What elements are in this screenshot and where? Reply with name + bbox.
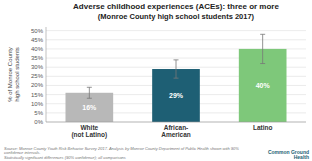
y-axis-label: % of Monroe Countyhigh school students — [7, 47, 20, 102]
y-tick-label: 15% — [31, 92, 44, 98]
title: Adverse childhood experiences (ACEs): th… — [73, 2, 279, 11]
x-axis-line — [46, 122, 306, 123]
logo-text-line: Health — [294, 154, 309, 160]
x-tick-label: Latino — [253, 124, 273, 131]
error-bar-stem — [262, 34, 263, 63]
y-tick-label: 0% — [34, 119, 43, 125]
y-axis-line — [46, 27, 47, 122]
error-bar — [87, 87, 92, 98]
y-tick-label: 5% — [34, 110, 43, 116]
error-bar-cap — [174, 78, 179, 79]
subtitle: (Monroe County high school students 2017… — [98, 12, 255, 21]
y-tick-label: 35% — [31, 55, 44, 61]
x-tick-label-line: American — [161, 131, 191, 138]
y-axis-label-line: % of Monroe County — [7, 47, 13, 102]
x-tick-label-line: White — [80, 124, 98, 131]
error-bar-stem — [89, 87, 90, 98]
grid-line — [46, 30, 306, 31]
x-tick-label-line: Latino — [253, 124, 273, 131]
x-tick-label-line: (not Latino) — [71, 131, 107, 139]
error-bar-cap — [174, 59, 179, 60]
chart-container: Adverse childhood experiences (ACEs): th… — [0, 0, 312, 161]
error-bar-cap — [87, 98, 92, 99]
y-tick-label: 50% — [31, 28, 44, 34]
marks — [66, 34, 287, 122]
error-bar — [260, 34, 265, 63]
y-tick-label: 25% — [31, 73, 44, 79]
data-label: 16% — [82, 104, 97, 111]
y-tick-label: 20% — [31, 82, 44, 88]
source-note-line: Statistically significant differences (9… — [4, 155, 126, 160]
error-bar — [174, 60, 179, 78]
data-label: 40% — [256, 82, 271, 89]
grid-line — [46, 39, 306, 40]
error-bar-cap — [260, 34, 265, 35]
x-tick-label: African-American — [161, 124, 191, 138]
x-tick-label: White(not Latino) — [71, 124, 107, 139]
error-bar-stem — [176, 60, 177, 78]
y-tick-label: 30% — [31, 64, 44, 70]
grid — [46, 31, 306, 122]
logo-text: Common GroundHealth — [268, 149, 309, 161]
chart: Adverse childhood experiences (ACEs): th… — [0, 0, 312, 161]
error-bar-cap — [87, 87, 92, 88]
source-note: Statistically significant differences (9… — [4, 155, 126, 160]
x-tick-label-line: African- — [164, 124, 189, 131]
data-label: 29% — [169, 92, 184, 99]
source-note: Source: Monroe County Youth Risk Behavio… — [4, 146, 239, 156]
y-tick-label: 45% — [31, 37, 44, 43]
y-tick-label: 40% — [31, 46, 44, 52]
y-axis-label-line: high school students — [14, 47, 20, 102]
y-tick-label: 10% — [31, 101, 44, 107]
error-bar-cap — [260, 63, 265, 64]
